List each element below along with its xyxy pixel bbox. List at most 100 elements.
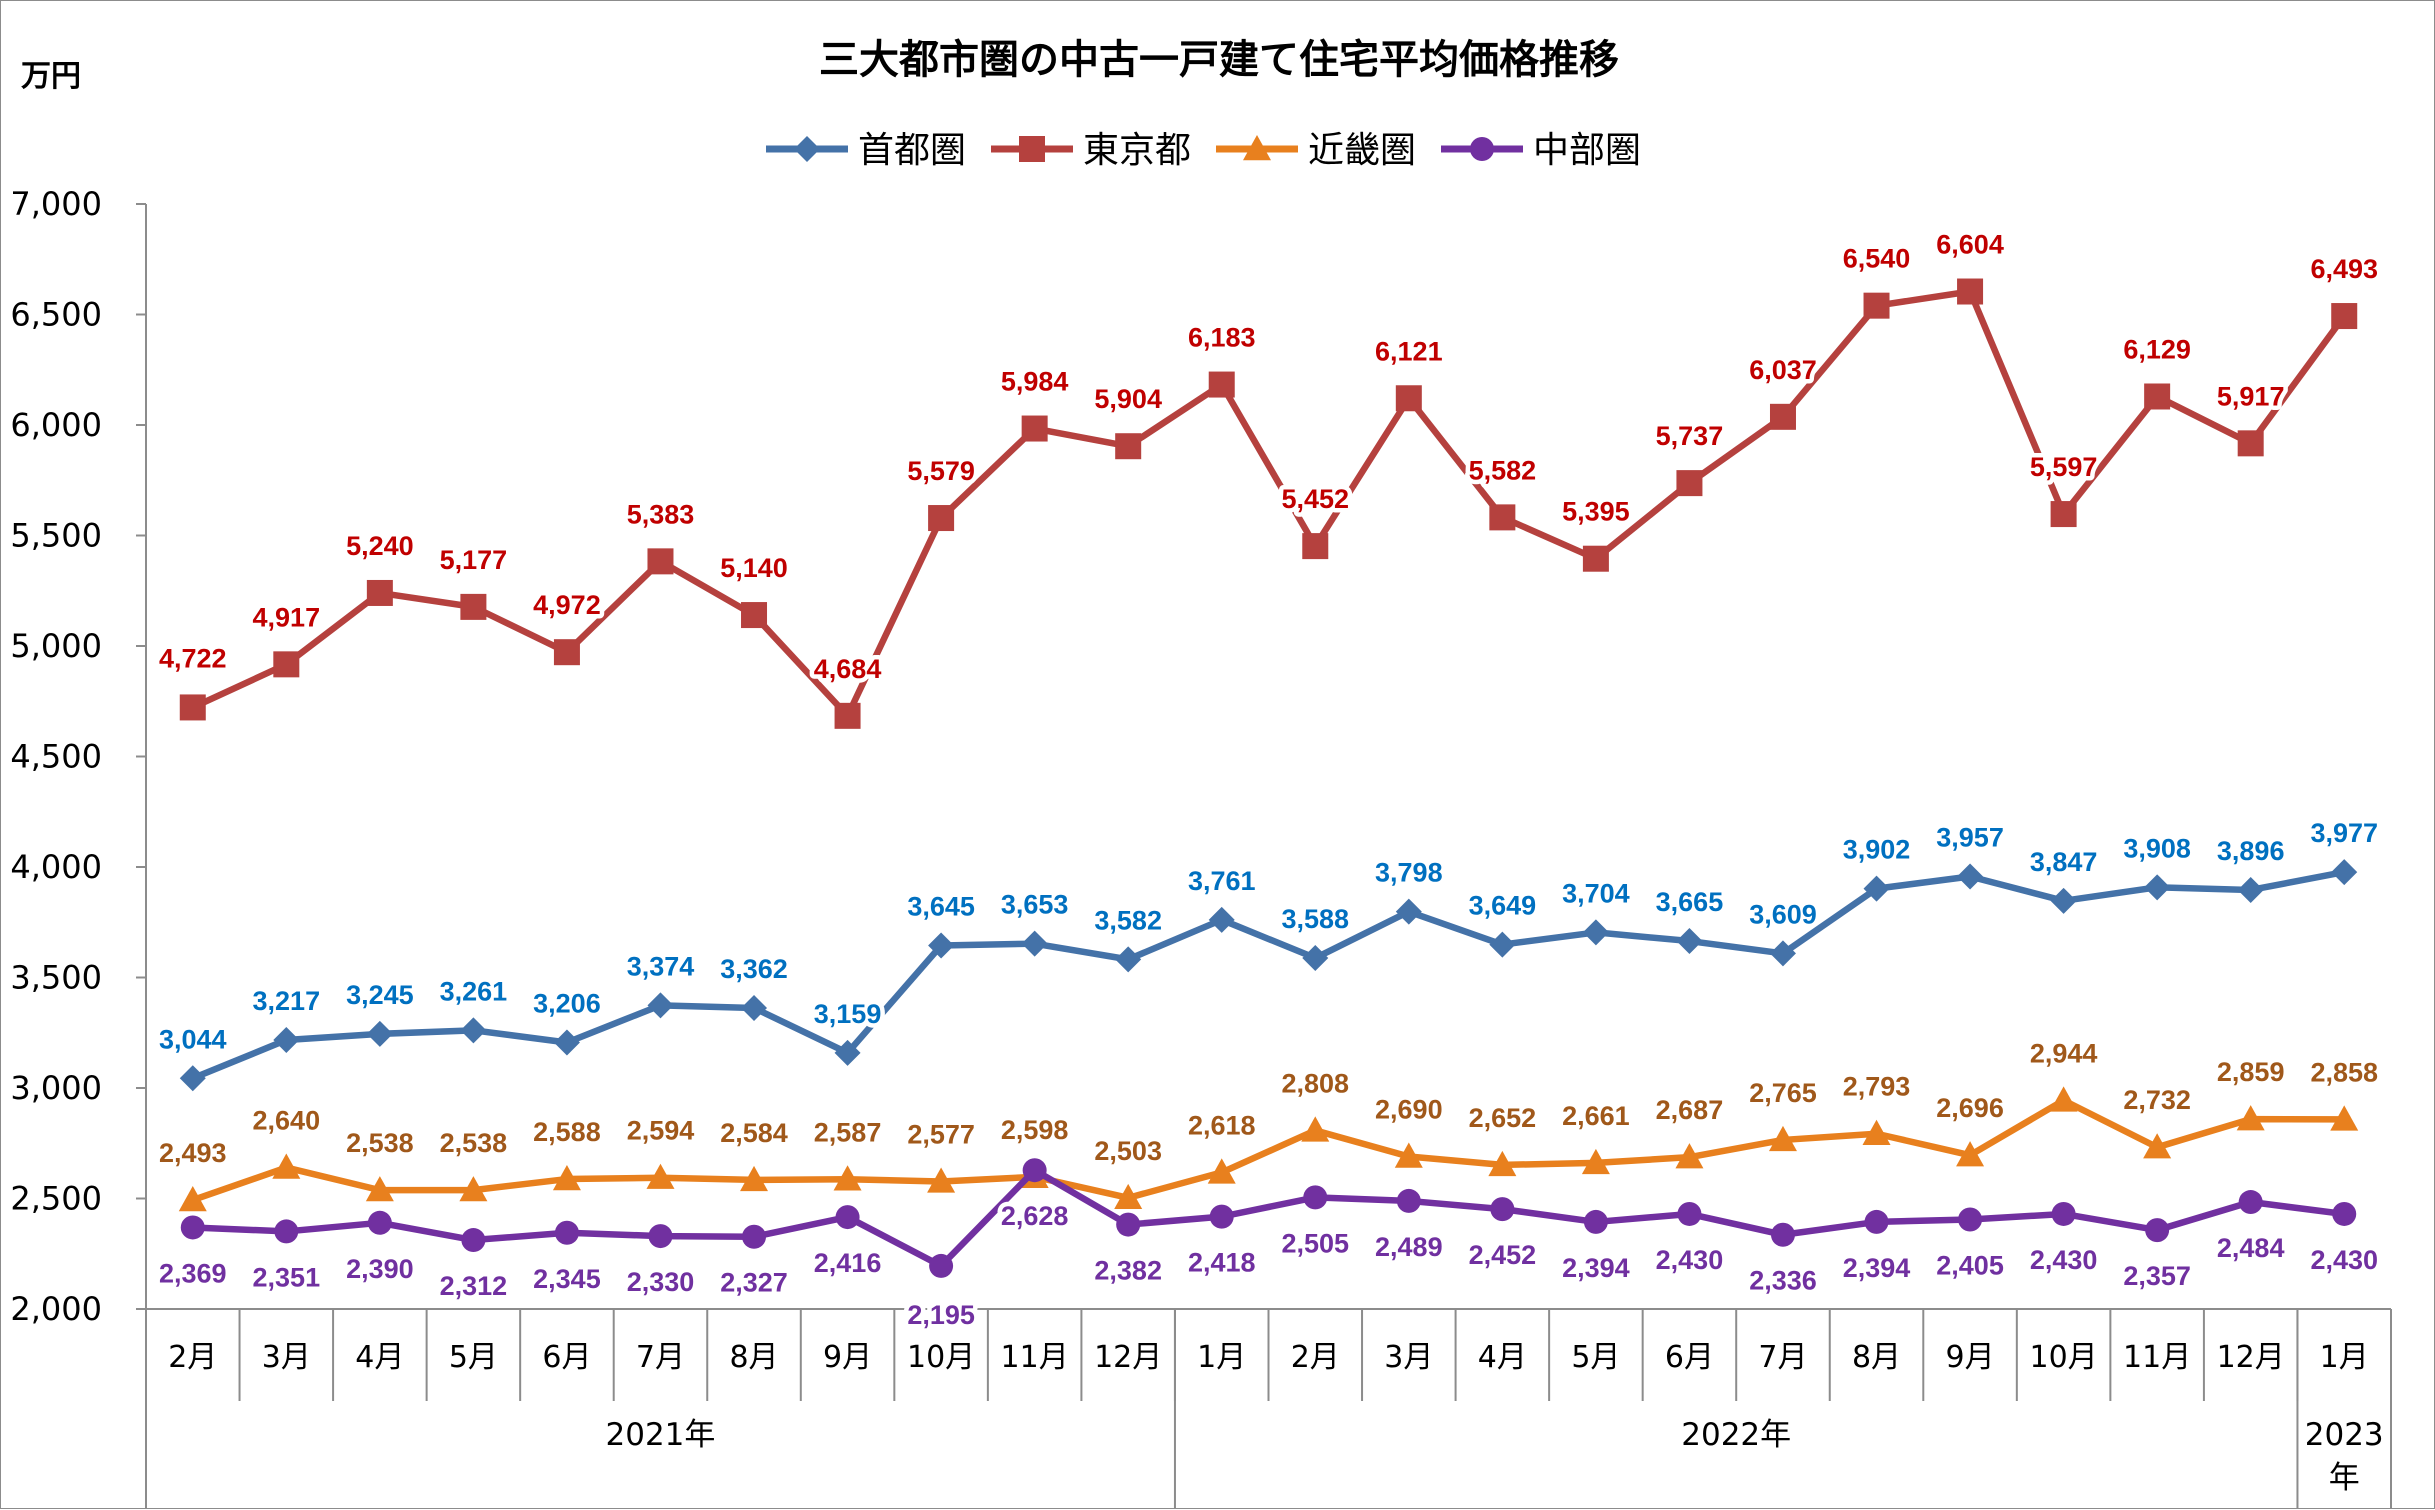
data-label: 2,430 [2310,1245,2378,1275]
data-label: 3,896 [2217,836,2285,866]
data-point [1957,863,1984,890]
data-point [552,1165,581,1191]
data-point [1582,545,1609,572]
data-point [1582,919,1609,946]
data-label: 3,902 [1843,835,1911,865]
data-point [460,593,487,620]
data-point [1862,1119,1891,1145]
data-label: 3,653 [1001,890,1069,920]
data-point [1115,433,1142,460]
data-point [366,579,393,606]
data-point [180,1215,205,1240]
data-label: 2,489 [1375,1232,1443,1262]
data-label: 2,793 [1843,1072,1911,1102]
data-label: 4,684 [814,654,882,684]
data-point [741,994,768,1021]
x-tick-label: 5月 [449,1340,498,1375]
data-point [1395,385,1422,412]
data-label: 2,588 [533,1117,601,1147]
x-tick-label: 6月 [1665,1340,1714,1375]
data-point [1956,1141,1985,1167]
legend-label: 東京都 [1083,130,1191,171]
y-tick-label: 7,000 [10,185,102,223]
data-label: 2,330 [627,1267,695,1297]
data-label: 2,390 [346,1254,414,1284]
year-label: 2021年 [606,1417,716,1453]
legend: 首都圏 東京都 近畿圏 中部圏 [766,130,1641,171]
data-label: 2,369 [159,1258,227,1288]
data-point [1676,928,1703,955]
data-point [553,639,580,666]
data-point [1114,1183,1143,1210]
data-label: 2,505 [1281,1228,1349,1258]
data-label: 2,538 [346,1128,414,1158]
data-point [1769,940,1796,967]
data-label: 2,345 [533,1264,601,1294]
data-point [2237,876,2264,903]
data-label: 6,121 [1375,336,1443,366]
data-label: 2,577 [907,1119,975,1149]
data-point [646,1163,675,1189]
data-label: 5,452 [1281,484,1349,514]
data-point [1302,533,1329,560]
data-point [1208,906,1235,933]
data-label: 3,761 [1188,866,1256,896]
x-tick-label: 3月 [1384,1340,1433,1375]
data-label: 2,484 [2217,1233,2285,1263]
data-point [648,1224,673,1249]
data-label: 2,538 [440,1128,508,1158]
data-point [2050,887,2077,914]
x-tick-label: 8月 [729,1340,778,1375]
data-point [1957,278,1984,305]
data-point [2330,1105,2359,1131]
data-point [460,1017,487,1044]
legend-label: 近畿圏 [1308,130,1416,171]
data-label: 3,609 [1749,899,1817,929]
data-point [2331,303,2358,330]
data-label: 2,195 [907,1300,975,1330]
data-label: 3,044 [159,1024,227,1054]
y-tick-label: 2,000 [10,1290,102,1328]
data-label: 2,732 [2123,1085,2191,1115]
data-label: 2,452 [1469,1240,1537,1270]
data-label: 3,665 [1656,887,1724,917]
year-label: 2022年 [1681,1417,1791,1453]
x-tick-label: 9月 [823,1340,872,1375]
data-point [1769,403,1796,430]
data-point [273,651,300,678]
data-label: 2,858 [2310,1057,2378,1087]
data-label: 5,582 [1469,455,1537,485]
data-point [835,1205,860,1230]
data-label: 6,129 [2123,334,2191,364]
data-point [1396,1188,1421,1213]
x-tick-label: 11月 [1001,1340,1069,1375]
data-point [1303,1185,1328,1210]
x-tick-label: 4月 [355,1340,404,1375]
data-point [367,1210,392,1235]
data-point [1301,1116,1330,1142]
data-label: 3,582 [1094,905,1162,935]
data-label: 5,579 [907,456,975,486]
legend-marker [794,136,820,162]
series-chubu [180,1158,2357,1278]
data-point [2049,1086,2078,1112]
data-label: 2,598 [1001,1115,1069,1145]
data-point [2237,430,2264,457]
data-point [1864,1209,1889,1234]
data-label: 2,394 [1843,1253,1911,1283]
data-label: 4,722 [159,643,227,673]
data-point [1770,1222,1795,1247]
data-label: 2,430 [1656,1245,1724,1275]
data-label: 5,984 [1001,367,1069,397]
data-label: 2,430 [2030,1245,2098,1275]
data-label: 2,503 [1094,1136,1162,1166]
data-point [2050,501,2077,528]
x-tick-label: 2月 [168,1340,217,1375]
series-kinki [178,1086,2359,1212]
data-label: 2,652 [1469,1103,1537,1133]
data-point [461,1228,486,1253]
year-label: 2023 [2305,1417,2384,1453]
data-label: 2,661 [1562,1101,1630,1131]
x-tick-label: 1月 [2320,1340,2369,1375]
